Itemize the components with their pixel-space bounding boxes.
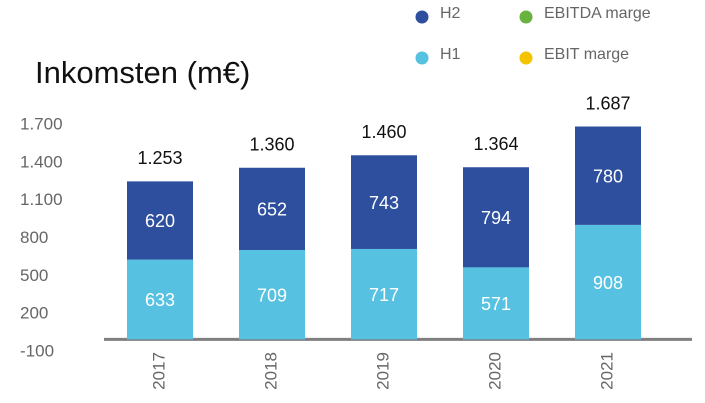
segment-label: 571 [481, 294, 511, 314]
y-tick-label: 200 [20, 304, 48, 323]
segment-label: 908 [593, 273, 623, 293]
y-tick-label: 500 [20, 266, 48, 285]
y-tick-label: -100 [20, 341, 54, 360]
segment-label: 709 [257, 285, 287, 305]
bar-segment [351, 248, 417, 340]
legend-label: H1 [440, 46, 461, 63]
segment-label: 652 [257, 200, 287, 220]
legend-swatch [415, 10, 429, 24]
bar-segment [351, 155, 417, 249]
segment-label: 743 [369, 193, 399, 213]
segment-label: 717 [369, 285, 399, 305]
x-tick-label: 2019 [373, 352, 392, 390]
bar-segment [127, 259, 193, 340]
bar-segment [575, 126, 641, 225]
segment-label: 633 [145, 290, 175, 310]
y-tick-label: 1.700 [20, 114, 63, 133]
legend-label: H2 [440, 5, 461, 22]
y-tick-label: 1.100 [20, 190, 63, 209]
x-tick-label: 2018 [261, 352, 280, 390]
bar-segment [463, 267, 529, 340]
x-tick-label: 2020 [485, 352, 504, 390]
segment-label: 620 [145, 211, 175, 231]
legend-swatch [415, 51, 429, 65]
segment-label: 780 [593, 166, 623, 186]
x-tick-label: 2021 [597, 352, 616, 390]
legend-label: EBITDA marge [544, 5, 651, 22]
y-tick-label: 1.400 [20, 152, 63, 171]
x-tick-label: 2017 [149, 352, 168, 390]
bar-segment [575, 224, 641, 340]
bar-segment [239, 167, 305, 250]
legend-swatch [519, 51, 533, 65]
legend-label: EBIT marge [544, 46, 629, 63]
total-label: 1.687 [585, 93, 630, 113]
segment-label: 794 [481, 208, 511, 228]
total-label: 1.460 [361, 122, 406, 142]
bar-segment [239, 249, 305, 340]
y-tick-label: 800 [20, 228, 48, 247]
total-label: 1.364 [473, 134, 518, 154]
total-label: 1.360 [249, 135, 294, 155]
total-label: 1.253 [137, 148, 182, 168]
bar-segment [127, 181, 193, 260]
chart-title: Inkomsten (m€) [35, 55, 250, 90]
bar-segment [463, 167, 529, 268]
legend-swatch [519, 10, 533, 24]
